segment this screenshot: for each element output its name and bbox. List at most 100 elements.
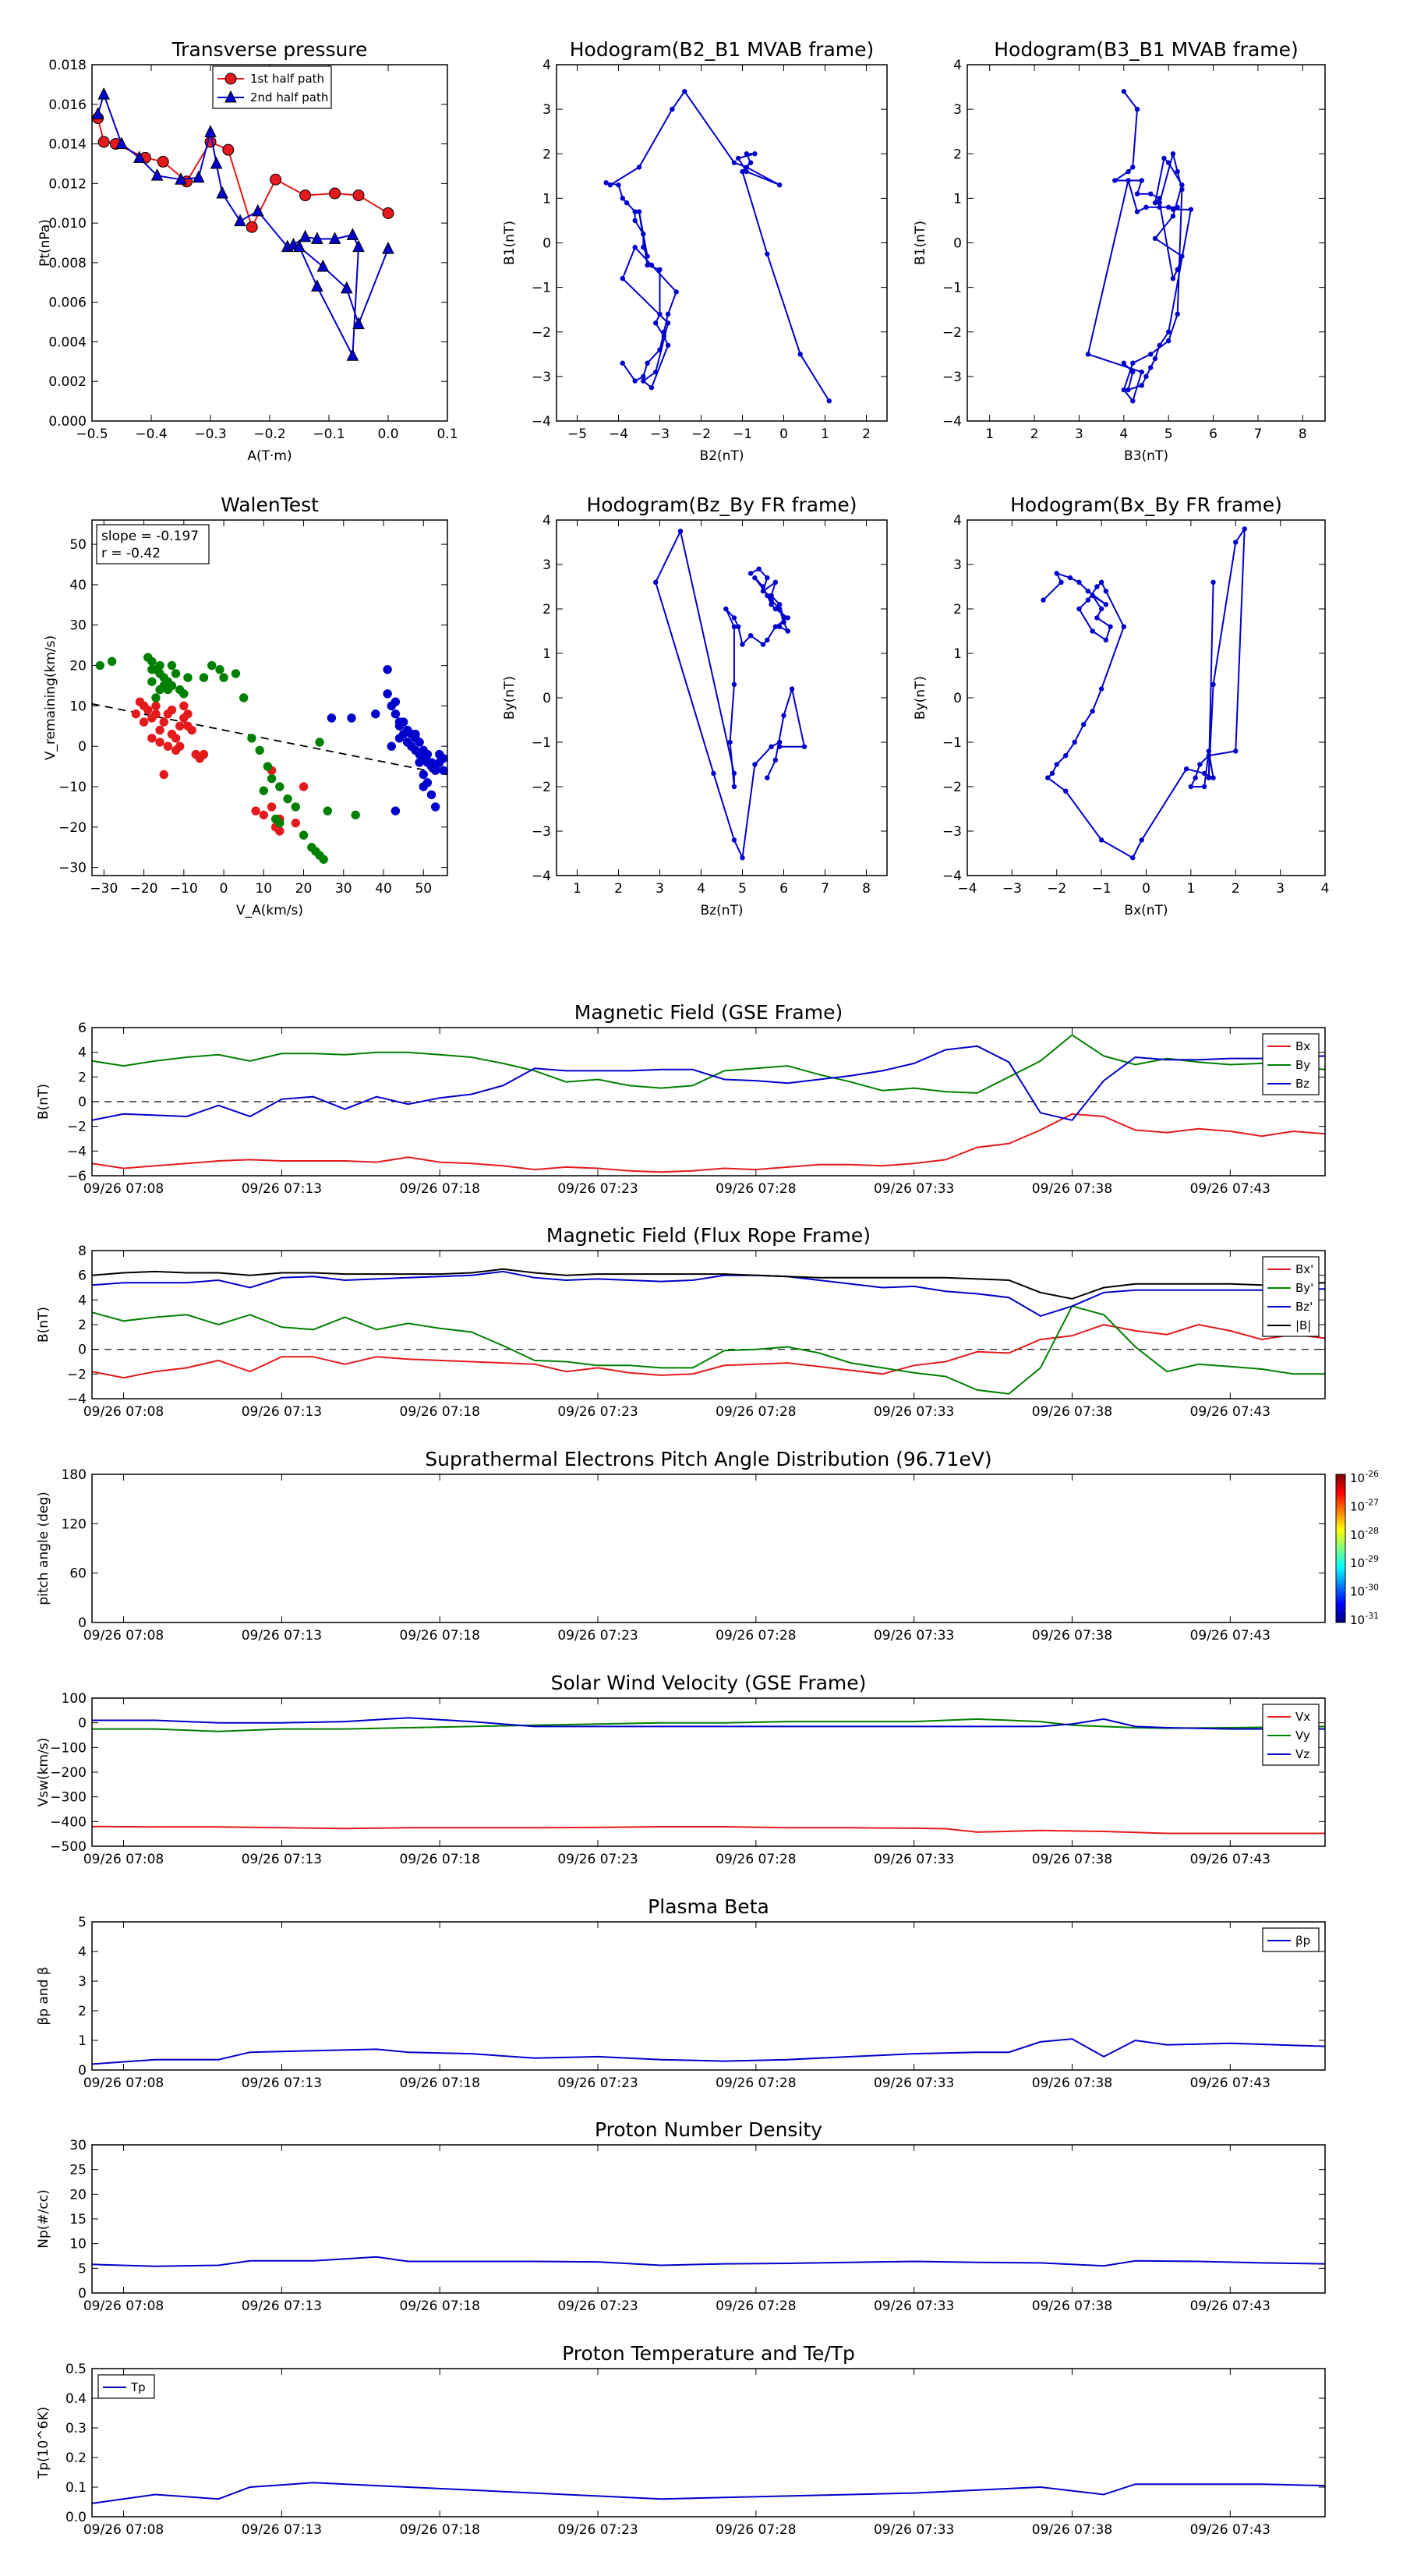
y-axis-label: B1(nT) (502, 221, 518, 265)
data-point (747, 633, 754, 639)
data-point (207, 660, 217, 671)
data-point (346, 349, 359, 361)
data-point (731, 160, 737, 165)
data-point (1148, 191, 1154, 196)
data-point (1126, 168, 1131, 175)
x-tick-label: 0.0 (377, 426, 398, 442)
y-tick-label: 0.016 (48, 97, 87, 113)
data-point (391, 806, 401, 816)
data-point (727, 739, 733, 745)
data-point (789, 686, 795, 692)
x-tick-label: 09/26 07:18 (400, 1404, 480, 1420)
data-point (1130, 369, 1136, 375)
x-tick-label: 8 (1299, 426, 1307, 442)
data-point (151, 709, 161, 719)
data-point (673, 289, 679, 295)
data-point (636, 165, 642, 170)
data-point (670, 106, 675, 112)
y-tick-label: 3 (953, 557, 962, 573)
data-point (653, 320, 659, 326)
data-point (632, 245, 638, 250)
x-tick-label: 09/26 07:38 (1032, 1404, 1112, 1420)
series-βp (92, 2038, 1325, 2065)
data-point (769, 597, 774, 603)
data-point (139, 717, 149, 727)
data-point (777, 744, 783, 749)
data-point (661, 329, 666, 334)
data-point (328, 232, 341, 244)
data-point (251, 806, 260, 816)
series-line (92, 1825, 1325, 1835)
axes-frame (556, 519, 888, 876)
data-point (1152, 200, 1158, 206)
x-tick-label: 09/26 07:38 (1032, 1181, 1112, 1197)
y-tick-label: −3 (942, 370, 962, 385)
chart-title: Hodogram(Bx_By FR frame) (1010, 494, 1282, 516)
data-point (151, 701, 161, 711)
data-point (147, 656, 157, 667)
x-tick-label: 09/26 07:33 (874, 2522, 954, 2538)
x-tick-label: 5 (1164, 426, 1173, 442)
data-point (131, 709, 141, 719)
legend-label: 2nd half path (250, 90, 328, 104)
x-axis-label: A(T·m) (247, 448, 292, 464)
y-axis-label: Tp(10^6K) (36, 2407, 51, 2479)
y-tick-label: 20 (69, 659, 87, 674)
y-tick-label: −2 (532, 325, 551, 341)
chart-hodo2: Hodogram(B3_B1 MVAB frame) 1 2 3 4 5 6 7 8 −4 −3 −2… (913, 38, 1326, 464)
x-tick-label: 2 (1232, 881, 1240, 897)
series-line (92, 2482, 1325, 2504)
x-tick-label: 1 (573, 881, 581, 897)
y-tick-label: −2 (67, 1120, 87, 1135)
x-tick-label: 30 (335, 881, 352, 897)
data-point (382, 241, 394, 254)
y-tick-label: 20 (69, 2187, 87, 2203)
data-point (259, 810, 269, 819)
legend-label: 1st half path (250, 72, 324, 86)
data-point (411, 729, 420, 739)
y-tick-label: 1 (78, 2033, 87, 2049)
data-point (204, 125, 217, 137)
data-point (1121, 624, 1127, 629)
series-line (97, 118, 389, 229)
data-point (1049, 770, 1055, 777)
legend-label: Bx' (1295, 1262, 1313, 1276)
data-point (620, 276, 625, 281)
data-point (653, 369, 659, 375)
x-tick-label: 09/26 07:18 (400, 2522, 480, 2538)
x-tick-label: 0 (220, 881, 228, 897)
data-point (383, 689, 392, 699)
x-tick-label: −10 (170, 881, 198, 897)
data-point (155, 685, 164, 695)
data-point (1157, 204, 1162, 210)
chart-title: Solar Wind Velocity (GSE Frame) (551, 1672, 867, 1694)
data-point (171, 734, 181, 743)
data-point (731, 615, 737, 621)
data-point (192, 170, 205, 183)
data-point (1197, 762, 1203, 767)
series-0 (92, 2256, 1325, 2267)
data-point (1108, 624, 1113, 629)
data-point (801, 744, 808, 749)
x-tick-label: 09/26 07:08 (83, 2522, 164, 2538)
data-point (740, 168, 745, 175)
axes-frame (91, 64, 448, 422)
y-tick-label: 0.008 (48, 256, 87, 271)
x-tick-label: 09/26 07:13 (242, 1852, 322, 1867)
x-tick-label: 3 (656, 881, 664, 897)
data-point (624, 200, 630, 206)
data-point (234, 214, 246, 227)
x-axis-label: B2(nT) (700, 448, 744, 464)
series-line (92, 1045, 1325, 1121)
x-tick-label: 09/26 07:38 (1032, 1852, 1112, 1867)
y-axis-label: Vsw(km/s) (36, 1738, 51, 1807)
data-point (1112, 178, 1118, 183)
data-point (603, 180, 609, 186)
data-point (1134, 209, 1140, 214)
data-point (1152, 356, 1158, 362)
data-point (785, 628, 790, 634)
legend-marker (224, 90, 237, 103)
x-tick-label: 09/26 07:28 (716, 1404, 796, 1420)
data-point (777, 624, 783, 629)
data-point (756, 566, 762, 571)
